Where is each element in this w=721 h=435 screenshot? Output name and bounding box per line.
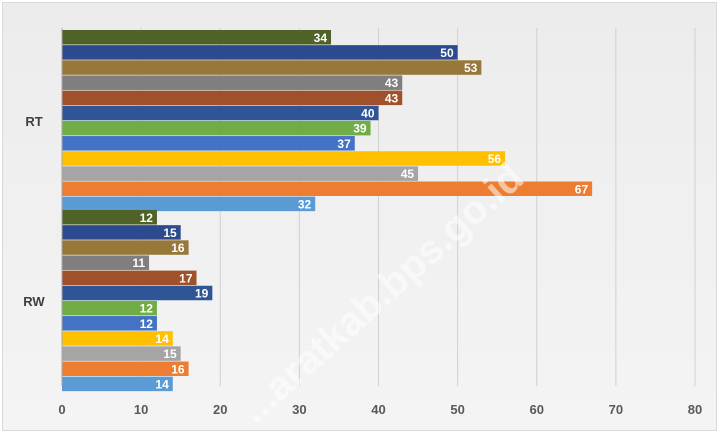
category-label-rt: RT [25,114,42,129]
axes: 0 10 20 30 40 50 60 70 80 RT RW [23,28,702,417]
data-label: 43 [385,76,399,90]
data-label: 16 [171,362,185,376]
data-label: 43 [385,91,399,105]
data-label: 15 [163,347,177,361]
bar-rt-11 [62,181,593,196]
watermark-text: ...aratkab.bps.go.id [232,155,532,432]
data-label: 12 [140,302,154,316]
data-label: 16 [171,241,185,255]
data-label: 15 [163,226,177,240]
bar-rw-8 [62,316,157,331]
data-label: 67 [575,182,589,196]
data-label: 17 [179,271,193,285]
x-tick-label: 30 [292,402,306,417]
data-label: 56 [488,152,502,166]
data-label: 40 [361,107,375,121]
bar-rt-1 [62,30,332,45]
data-label: 50 [440,46,454,60]
x-tick-label: 70 [609,402,623,417]
bar-rw-12 [62,376,173,392]
bar-rw-6 [62,285,213,301]
watermark-layer: ...aratkab.bps.go.id [232,155,532,432]
x-tick-label: 20 [213,402,227,417]
bar-rt-5 [62,90,403,106]
bar-rt-8 [62,136,355,151]
category-label-rw: RW [23,294,45,309]
bar-rw-9 [62,331,173,346]
data-label: 45 [401,167,415,181]
bar-rt-12 [62,196,316,212]
x-tick-label: 40 [371,402,385,417]
data-label: 12 [140,211,154,225]
data-label: 14 [155,332,169,346]
x-tick-label: 80 [688,402,702,417]
bar-rt-7 [62,120,371,136]
data-labels: 3450534343403937564567321215161117191212… [132,31,588,392]
bar-rw-10 [62,346,181,361]
data-label: 14 [155,377,169,391]
bar-rw-1 [62,210,157,225]
bar-rw-2 [62,225,181,240]
bar-rt-9 [62,151,506,166]
bar-rt-4 [62,75,403,90]
x-tick-label: 10 [134,402,148,417]
bar-rt-6 [62,105,379,121]
data-label: 39 [353,122,367,136]
data-label: 19 [195,287,209,301]
data-label: 12 [140,317,154,331]
bar-rt-10 [62,166,419,181]
data-label: 34 [314,31,328,45]
bar-rw-11 [62,361,189,376]
bar-rw-5 [62,270,197,286]
bar-rt-3 [62,60,482,75]
x-tick-label: 60 [530,402,544,417]
data-label: 53 [464,61,478,75]
bar-rw-3 [62,240,189,255]
bar-rw-7 [62,300,157,316]
x-tick-label: 0 [58,402,65,417]
data-label: 37 [337,137,351,151]
bars [62,30,593,392]
data-label: 11 [132,256,145,270]
bar-rw-4 [62,255,150,270]
x-tick-label: 50 [450,402,464,417]
bar-rt-2 [62,45,458,60]
data-label: 32 [298,197,312,211]
